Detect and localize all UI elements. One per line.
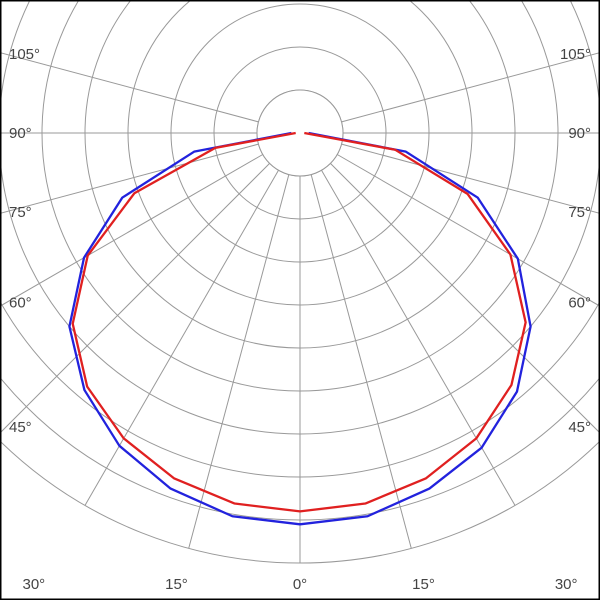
angle-label: 30° (22, 576, 45, 593)
angle-label: 60° (9, 295, 32, 312)
angle-label: 75° (9, 204, 32, 221)
angle-label: 90° (9, 125, 32, 142)
angle-label: 60° (568, 295, 591, 312)
angle-label: 90° (568, 125, 591, 142)
angle-label: 105° (560, 46, 591, 63)
angle-label: 45° (9, 419, 32, 436)
angle-label: 45° (568, 419, 591, 436)
angle-label: 105° (9, 46, 40, 63)
angle-label: 75° (568, 204, 591, 221)
polar-distribution-chart: 105° 90° 75° 60° 45° 30° 15° 0° 15° 30° 45° 60° 75° 9… (0, 0, 600, 600)
angle-label: 15° (165, 576, 188, 593)
angle-label: 15° (412, 576, 435, 593)
angle-label: 0° (293, 576, 307, 593)
angle-label: 30° (555, 576, 578, 593)
